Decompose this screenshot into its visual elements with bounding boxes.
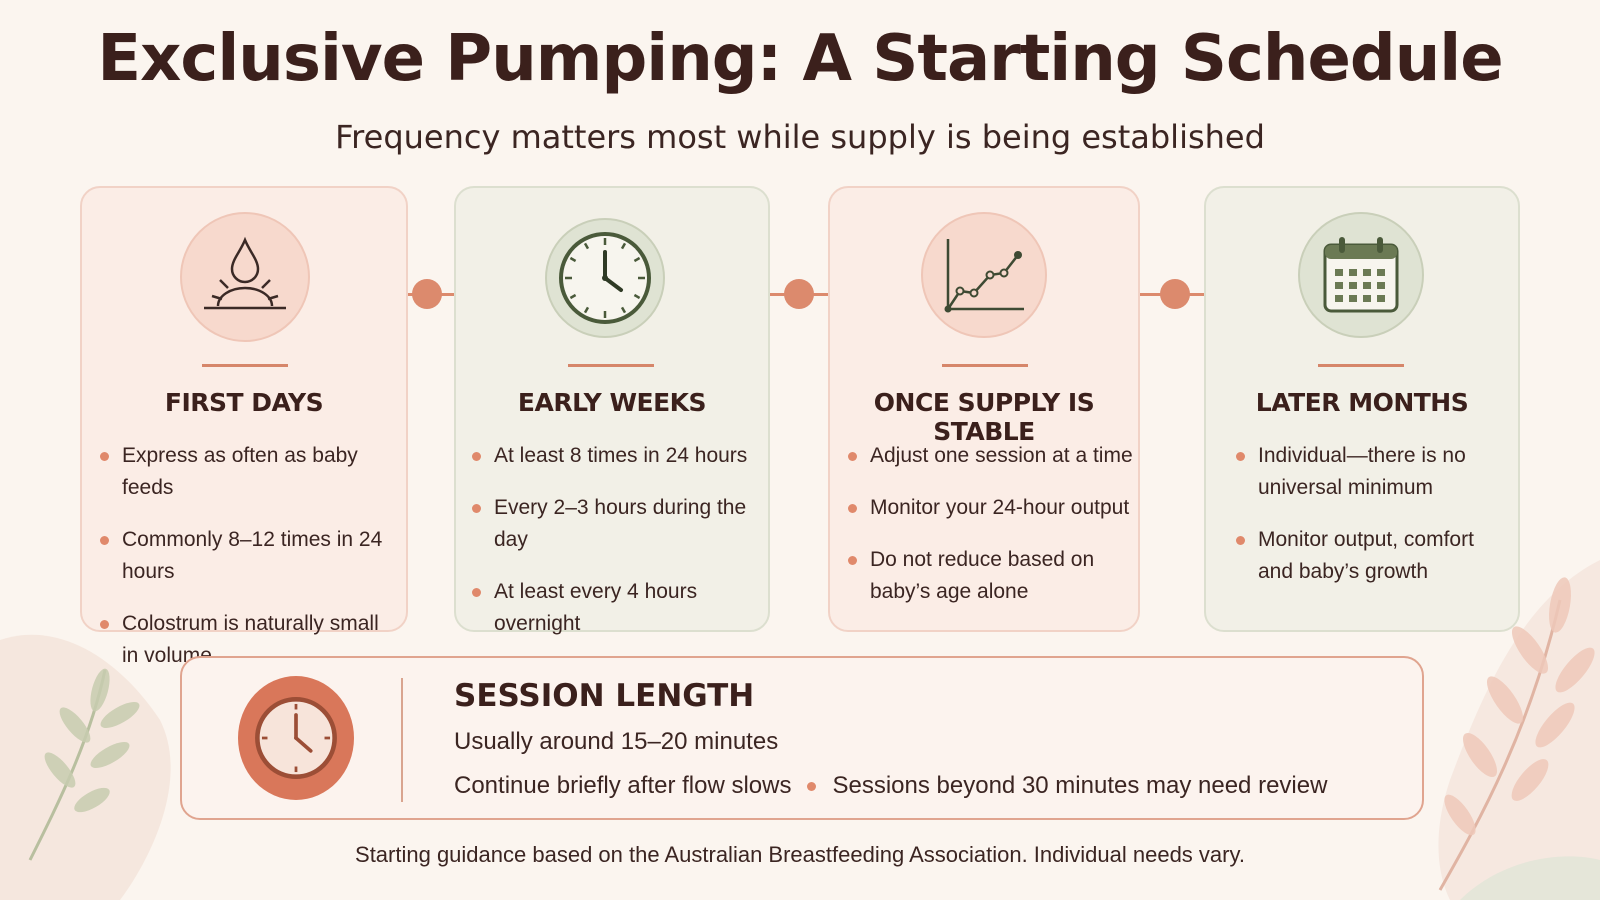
stage-title: LATER MONTHS: [1255, 388, 1469, 417]
list-item: At least every 4 hours overnight: [472, 576, 768, 640]
leaf-sprig-left-icon: [28, 669, 107, 861]
stage-bullets: At least 8 times in 24 hours Every 2–3 h…: [472, 440, 768, 660]
card-divider: [568, 364, 654, 367]
session-text: Usually around 15–20 minutes: [454, 728, 779, 755]
session-length-panel: SESSION LENGTH Usually around 15–20 minu…: [180, 656, 1424, 820]
page-subtitle: Frequency matters most while supply is b…: [335, 118, 1265, 156]
calendar-icon: [1323, 237, 1399, 313]
stage-bullets: Adjust one session at a time Monitor you…: [848, 440, 1138, 628]
page-title: Exclusive Pumping: A Starting Schedule: [97, 22, 1503, 96]
list-item: Monitor output, comfort and baby’s growt…: [1236, 524, 1506, 588]
connector-1-2: [400, 279, 454, 309]
stage-card-later-months: LATER MONTHS Individual—there is no univ…: [1204, 186, 1520, 632]
connector-2-3: [770, 279, 828, 309]
session-separator: [401, 678, 403, 802]
list-item: At least 8 times in 24 hours: [472, 440, 768, 472]
list-item: Commonly 8–12 times in 24 hours: [100, 524, 400, 588]
stage-icon-wrap: [1298, 212, 1424, 338]
list-item: Express as often as baby feeds: [100, 440, 400, 504]
list-item: Do not reduce based on baby’s age alone: [848, 544, 1138, 608]
card-divider: [202, 364, 288, 367]
stage-card-early-weeks: EARLY WEEKS At least 8 times in 24 hours…: [454, 186, 770, 635]
stage-title: FIRST DAYS: [164, 388, 324, 417]
list-item: Every 2–3 hours during the day: [472, 492, 768, 556]
session-text: Sessions beyond 30 minutes may need revi…: [832, 772, 1328, 799]
droplet-sunrise-icon: [204, 236, 286, 310]
bullet-dot: [807, 781, 817, 791]
stage-card-supply-stable: ONCE SUPPLY IS STABLE Adjust one session…: [828, 186, 1140, 632]
list-item: Adjust one session at a time: [848, 440, 1138, 472]
clock-icon: [255, 697, 337, 779]
footer-note: Starting guidance based on the Australia…: [355, 842, 1245, 867]
stage-title: ONCE SUPPLY IS STABLE: [873, 388, 1095, 446]
connector-dot: [784, 279, 814, 309]
clock-icon: [559, 232, 651, 324]
connector-dot: [412, 279, 442, 309]
card-divider: [942, 364, 1028, 367]
session-title: SESSION LENGTH: [454, 678, 755, 714]
stage-icon-wrap: [921, 212, 1047, 338]
stage-card-first-days: FIRST DAYS Express as often as baby feed…: [80, 186, 408, 667]
stage-icon-wrap: [545, 218, 665, 338]
stage-icon-wrap: [180, 212, 310, 342]
stage-bullets: Individual—there is no universal minimum…: [1236, 440, 1506, 608]
stage-bullets: Express as often as baby feeds Commonly …: [100, 440, 400, 692]
session-text: Continue briefly after flow slows: [454, 772, 792, 799]
connector-3-4: [1140, 279, 1204, 309]
stage-title: EARLY WEEKS: [517, 388, 707, 417]
list-item: Individual—there is no universal minimum: [1236, 440, 1506, 504]
line-graph-icon: [944, 239, 1024, 313]
connector-dot: [1160, 279, 1190, 309]
session-clock-wrap: [238, 676, 354, 800]
card-divider: [1318, 364, 1404, 367]
session-text-row: Continue briefly after flow slows Sessio…: [454, 772, 1327, 800]
list-item: Monitor your 24-hour output: [848, 492, 1138, 524]
